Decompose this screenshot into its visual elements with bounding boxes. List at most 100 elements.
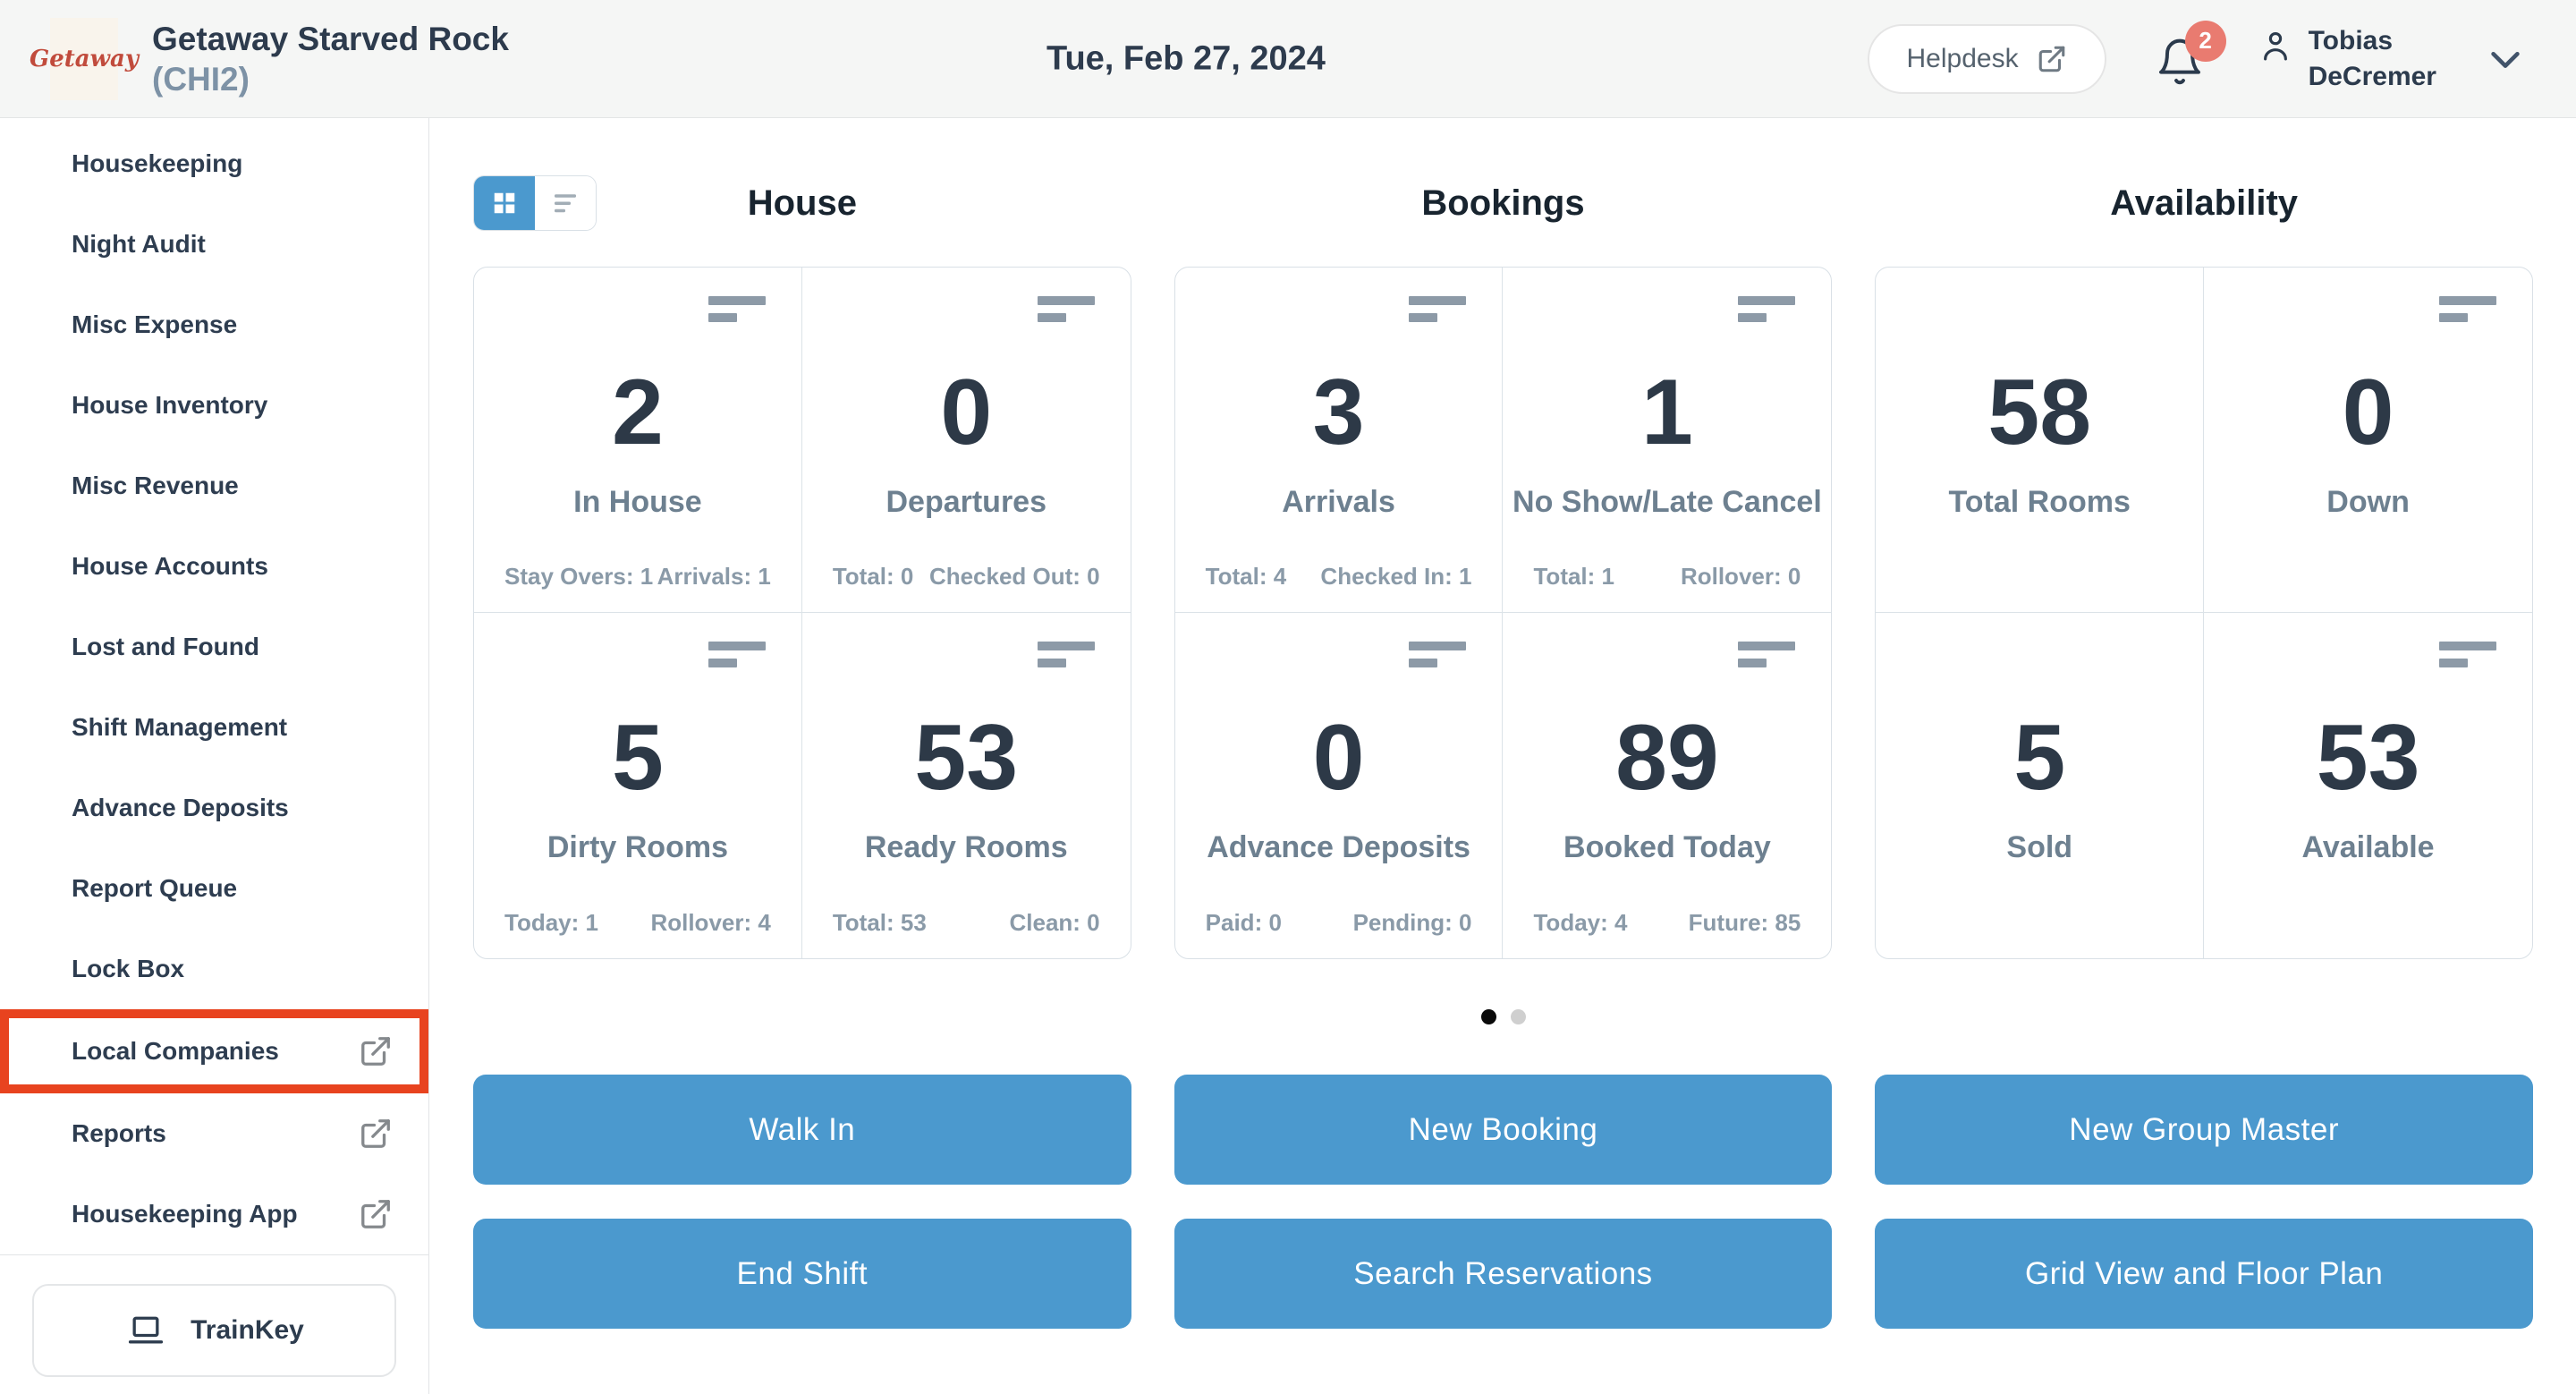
substat-left: Today: 1 — [504, 909, 598, 936]
stats-drilldown-icon[interactable] — [1037, 642, 1095, 667]
stats-drilldown-icon[interactable] — [1738, 642, 1796, 667]
stat-substats: Total: 1 Rollover: 0 — [1533, 563, 1801, 591]
stat-label: Departures — [886, 485, 1046, 520]
substat-left: Today: 4 — [1533, 909, 1628, 936]
stat-label: Advance Deposits — [1207, 830, 1470, 865]
stats-drilldown-icon[interactable] — [708, 296, 766, 322]
sidebar-item-lost-and-found[interactable]: Lost and Found — [0, 607, 428, 687]
property-name: Getaway Starved Rock — [152, 20, 509, 57]
stat-cell-total-rooms[interactable]: 58 Total Rooms — [1876, 268, 2205, 613]
sidebar-item-label: Local Companies — [72, 1037, 279, 1065]
section-card-house: 2 In House Stay Overs: 1 Arrivals: 1 0 Depart… — [473, 267, 1131, 959]
sidebar-item-label: Night Audit — [72, 230, 206, 258]
sidebar-item-house-accounts[interactable]: House Accounts — [0, 526, 428, 607]
sidebar-item-night-audit[interactable]: Night Audit — [0, 204, 428, 285]
sidebar-item-shift-management[interactable]: Shift Management — [0, 687, 428, 768]
helpdesk-button[interactable]: Helpdesk — [1867, 23, 2106, 94]
substat-left: Total: 4 — [1205, 563, 1287, 590]
sidebar-nav: Housekeeping Night Audit Misc Expense House… — [0, 118, 428, 1254]
sidebar-item-housekeeping-app[interactable]: Housekeeping App — [0, 1174, 428, 1254]
sidebar-item-misc-expense[interactable]: Misc Expense — [0, 285, 428, 365]
sidebar-item-label: Lock Box — [72, 955, 185, 982]
sidebar-item-label: Housekeeping — [72, 149, 243, 177]
notifications-button[interactable]: 2 — [2155, 20, 2226, 87]
carousel-dot-2[interactable] — [1510, 1009, 1526, 1024]
stat-label: Down — [2326, 485, 2410, 520]
brand: Getaway Getaway Starved Rock (CHI2) — [30, 17, 509, 100]
stat-cell-down[interactable]: 0 Down — [2204, 268, 2532, 613]
stat-label: In House — [573, 485, 702, 520]
stat-cell-in-house[interactable]: 2 In House Stay Overs: 1 Arrivals: 1 — [474, 268, 802, 613]
stat-substats: Today: 1 Rollover: 4 — [504, 909, 771, 937]
sidebar: Housekeeping Night Audit Misc Expense House… — [0, 118, 429, 1394]
stat-substats: Total: 4 Checked In: 1 — [1206, 563, 1472, 591]
stat-substats: Stay Overs: 1 Arrivals: 1 — [504, 563, 771, 591]
stat-label: Booked Today — [1563, 830, 1771, 865]
stat-cell-no-show-late-cancel[interactable]: 1 No Show/Late Cancel Total: 1 Rollover: 0 — [1503, 268, 1832, 613]
stat-cell-advance-deposits[interactable]: 0 Advance Deposits Paid: 0 Pending: 0 — [1175, 613, 1504, 958]
sidebar-item-advance-deposits[interactable]: Advance Deposits — [0, 768, 428, 848]
stats-drilldown-icon[interactable] — [708, 642, 766, 667]
sidebar-item-report-queue[interactable]: Report Queue — [0, 848, 428, 929]
property-code: (CHI2) — [152, 60, 250, 98]
carousel-dot-1[interactable] — [1480, 1009, 1496, 1024]
current-date: Tue, Feb 27, 2024 — [1046, 39, 1326, 77]
section-title-house: House — [747, 183, 857, 223]
stat-cell-ready-rooms[interactable]: 53 Ready Rooms Total: 53 Clean: 0 — [802, 613, 1131, 958]
stat-value: 53 — [914, 706, 1019, 810]
chevron-down-icon[interactable] — [2485, 38, 2526, 80]
substat-right: Checked In: 1 — [1320, 563, 1472, 590]
sidebar-item-housekeeping[interactable]: Housekeeping — [0, 123, 428, 204]
stats-drilldown-icon[interactable] — [2439, 642, 2496, 667]
section-header-row: House Bookings Availability — [473, 174, 2533, 233]
stat-label: Arrivals — [1282, 485, 1395, 520]
sidebar-item-misc-revenue[interactable]: Misc Revenue — [0, 446, 428, 526]
action-button-end-shift[interactable]: End Shift — [473, 1219, 1131, 1329]
external-link-icon — [361, 1200, 390, 1228]
trainkey-button[interactable]: TrainKey — [32, 1284, 396, 1377]
stat-cell-arrivals[interactable]: 3 Arrivals Total: 4 Checked In: 1 — [1174, 268, 1504, 613]
stats-drilldown-icon[interactable] — [2439, 296, 2496, 322]
action-button-walk-in[interactable]: Walk In — [473, 1075, 1131, 1185]
substat-right: Checked Out: 0 — [928, 563, 1100, 590]
stats-drilldown-icon[interactable] — [1037, 296, 1095, 322]
stats-drilldown-icon[interactable] — [1409, 642, 1467, 667]
action-column-availability: New Group Master Grid View and Floor Plan — [1875, 1075, 2533, 1329]
stats-drilldown-icon[interactable] — [1409, 296, 1467, 322]
stat-label: Dirty Rooms — [547, 830, 728, 865]
stat-value: 0 — [2342, 361, 2394, 464]
sidebar-item-label: Report Queue — [72, 874, 238, 902]
stat-cell-booked-today[interactable]: 89 Booked Today Today: 4 Future: 85 — [1503, 613, 1831, 958]
dashboard: House Bookings Availability 2 In House Stay … — [429, 118, 2576, 1394]
stat-cell-dirty-rooms[interactable]: 5 Dirty Rooms Today: 1 Rollover: 4 — [474, 613, 802, 958]
sidebar-item-label: House Inventory — [72, 391, 268, 419]
user-menu[interactable]: Tobias DeCremer — [2257, 23, 2436, 95]
stat-label: Sold — [2006, 830, 2073, 865]
stat-cell-sold[interactable]: 5 Sold — [1876, 613, 2205, 958]
list-view-button[interactable] — [535, 176, 596, 230]
stat-label: Available — [2301, 830, 2435, 865]
sidebar-item-lock-box[interactable]: Lock Box — [0, 929, 428, 1009]
stat-substats: Total: 53 Clean: 0 — [833, 909, 1100, 937]
action-button-new-booking[interactable]: New Booking — [1174, 1075, 1833, 1185]
action-button-new-group-master[interactable]: New Group Master — [1875, 1075, 2533, 1185]
stat-sections: 2 In House Stay Overs: 1 Arrivals: 1 0 Depart… — [473, 267, 2533, 959]
topbar-right: Helpdesk 2 Tobias DeCremer — [1867, 20, 2527, 95]
notification-badge: 2 — [2184, 20, 2226, 62]
substat-right: Future: 85 — [1688, 909, 1801, 936]
action-button-search-reservations[interactable]: Search Reservations — [1174, 1219, 1833, 1329]
sidebar-item-label: Misc Revenue — [72, 472, 239, 499]
action-button-grid-view-and-floor-plan[interactable]: Grid View and Floor Plan — [1875, 1219, 2533, 1329]
stats-drilldown-icon[interactable] — [1738, 296, 1796, 322]
grid-view-button[interactable] — [474, 176, 535, 230]
substat-right: Clean: 0 — [1009, 909, 1100, 936]
stat-cell-departures[interactable]: 0 Departures Total: 0 Checked Out: 0 — [801, 268, 1131, 613]
sidebar-item-house-inventory[interactable]: House Inventory — [0, 365, 428, 446]
sidebar-item-local-companies[interactable]: Local Companies — [0, 1009, 428, 1093]
sidebar-item-reports[interactable]: Reports — [0, 1093, 428, 1174]
section-title-bookings: Bookings — [1421, 183, 1585, 223]
stat-substats: Today: 4 Future: 85 — [1533, 909, 1801, 937]
stat-label: Total Rooms — [1948, 485, 2131, 520]
stat-cell-available[interactable]: 53 Available — [2204, 613, 2532, 958]
